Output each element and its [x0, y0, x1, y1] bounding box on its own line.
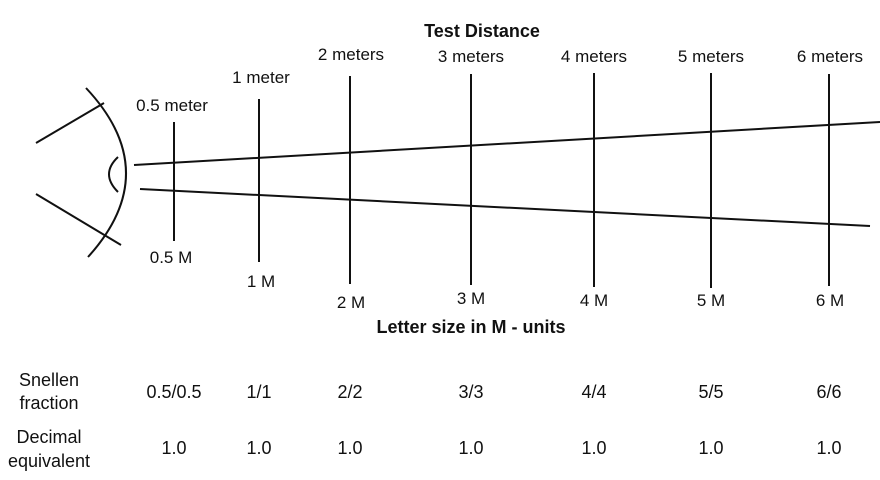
decimal-value-0: 1.0	[161, 438, 186, 458]
snellen-value-2: 2/2	[337, 382, 362, 402]
upper-ray	[133, 121, 880, 166]
snellen-value-4: 4/4	[581, 382, 606, 402]
distance-label-0: 0.5 meter	[136, 96, 208, 115]
snellen-value-1: 1/1	[246, 382, 271, 402]
letter-size-label-4: 4 M	[580, 291, 608, 310]
decimal-value-2: 1.0	[337, 438, 362, 458]
snellen-value-3: 3/3	[458, 382, 483, 402]
letter-size-title: Letter size in M - units	[376, 317, 565, 337]
snellen-row-label: Snellen fraction	[19, 370, 79, 413]
distance-label-2: 2 meters	[318, 45, 384, 64]
distance-label-3: 3 meters	[438, 47, 504, 66]
decimal-label-line2: equivalent	[8, 451, 90, 471]
decimal-row-label: Decimal equivalent	[8, 427, 90, 471]
letter-size-label-0: 0.5 M	[150, 248, 193, 267]
letter-size-label-2: 2 M	[337, 293, 365, 312]
test-distance-title: Test Distance	[424, 21, 540, 41]
distance-columns: 0.5 meter 0.5 M 0.5/0.5 1.0 1 meter 1 M 1/1 1.0…	[136, 45, 863, 458]
distance-label-5: 5 meters	[678, 47, 744, 66]
snellen-value-0: 0.5/0.5	[146, 382, 201, 402]
letter-size-label-5: 5 M	[697, 291, 725, 310]
letter-size-label-1: 1 M	[247, 272, 275, 291]
letter-size-label-3: 3 M	[457, 289, 485, 308]
decimal-value-5: 1.0	[698, 438, 723, 458]
decimal-value-6: 1.0	[816, 438, 841, 458]
decimal-value-4: 1.0	[581, 438, 606, 458]
decimal-label-line1: Decimal	[16, 427, 81, 447]
decimal-value-3: 1.0	[458, 438, 483, 458]
distance-label-6: 6 meters	[797, 47, 863, 66]
snellen-label-line1: Snellen	[19, 370, 79, 390]
snellen-value-6: 6/6	[816, 382, 841, 402]
decimal-value-1: 1.0	[246, 438, 271, 458]
lower-ray	[139, 188, 871, 227]
distance-label-4: 4 meters	[561, 47, 627, 66]
distance-label-1: 1 meter	[232, 68, 290, 87]
snellen-value-5: 5/5	[698, 382, 723, 402]
snellen-label-line2: fraction	[19, 393, 78, 413]
eye-icon	[35, 87, 127, 258]
letter-size-label-6: 6 M	[816, 291, 844, 310]
